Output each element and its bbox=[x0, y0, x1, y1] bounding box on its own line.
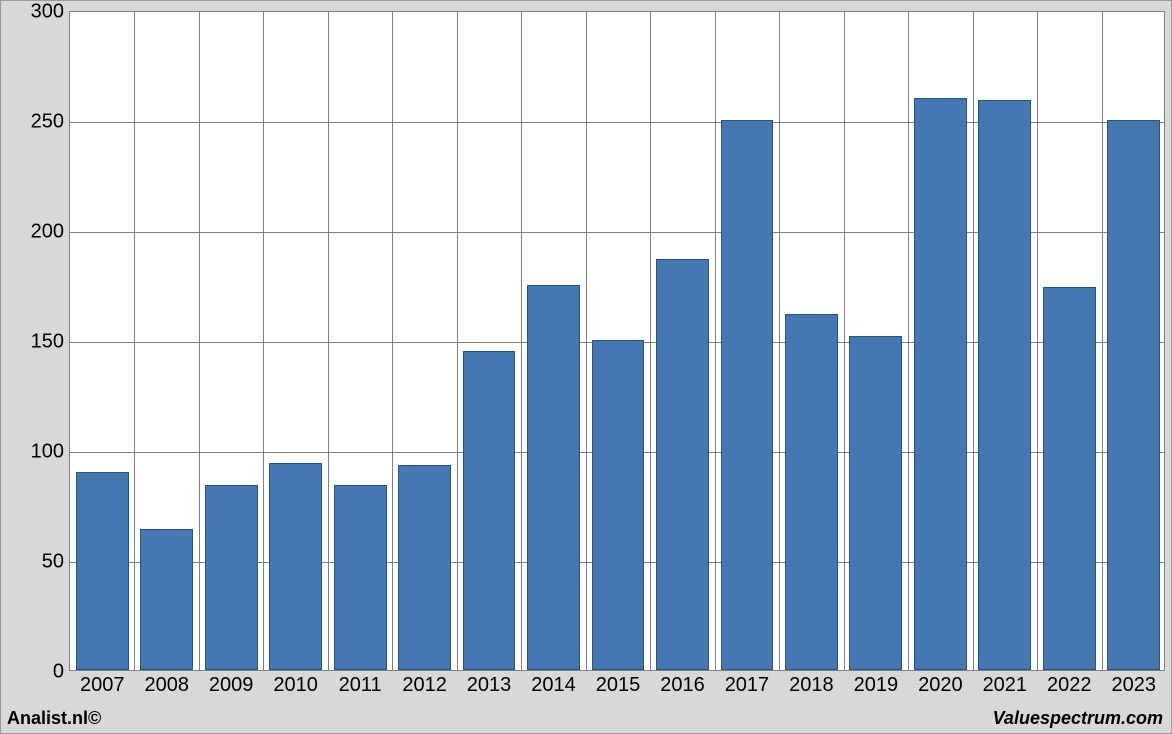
credit-left: Analist.nl© bbox=[7, 708, 101, 729]
x-axis-label: 2023 bbox=[1112, 674, 1157, 697]
x-axis-label: 2021 bbox=[983, 674, 1028, 697]
x-axis-label: 2013 bbox=[467, 674, 512, 697]
x-axis-label: 2008 bbox=[144, 674, 189, 697]
x-axis-label: 2012 bbox=[402, 674, 447, 697]
bar bbox=[592, 340, 645, 670]
x-axis-label: 2019 bbox=[854, 674, 899, 697]
y-axis-label: 200 bbox=[31, 221, 64, 244]
x-axis-label: 2009 bbox=[209, 674, 254, 697]
y-axis-label: 300 bbox=[31, 1, 64, 24]
bar bbox=[721, 120, 774, 670]
bar bbox=[205, 485, 258, 670]
gridline-v bbox=[1037, 12, 1038, 670]
y-axis-label: 100 bbox=[31, 441, 64, 464]
bar bbox=[1107, 120, 1160, 670]
bar bbox=[849, 336, 902, 670]
x-axis-label: 2020 bbox=[918, 674, 963, 697]
y-axis-label: 50 bbox=[42, 551, 64, 574]
x-axis-label: 2007 bbox=[80, 674, 125, 697]
gridline-v bbox=[908, 12, 909, 670]
bar bbox=[978, 100, 1031, 670]
gridline-v bbox=[779, 12, 780, 670]
y-axis-label: 250 bbox=[31, 111, 64, 134]
chart-container: 0 50 100 150 200 250 300 2007 2008 2009 2010 2011 20… bbox=[0, 0, 1172, 734]
gridline-v bbox=[457, 12, 458, 670]
bar bbox=[463, 351, 516, 670]
gridline-v bbox=[199, 12, 200, 670]
bar bbox=[914, 98, 967, 670]
gridline-v bbox=[650, 12, 651, 670]
bar bbox=[656, 259, 709, 670]
x-axis-label: 2014 bbox=[531, 674, 576, 697]
x-axis-label: 2010 bbox=[273, 674, 318, 697]
x-axis-label: 2017 bbox=[725, 674, 770, 697]
gridline-v bbox=[586, 12, 587, 670]
gridline-v bbox=[134, 12, 135, 670]
x-axis-label: 2016 bbox=[660, 674, 705, 697]
plot-area: 0501001502002503002007200820092010201120… bbox=[69, 11, 1165, 671]
x-axis-label: 2011 bbox=[339, 674, 382, 697]
x-axis-label: 2022 bbox=[1047, 674, 1092, 697]
plot-frame: 0501001502002503002007200820092010201120… bbox=[9, 7, 1163, 703]
y-axis-label: 150 bbox=[31, 331, 64, 354]
gridline-v bbox=[844, 12, 845, 670]
bar bbox=[398, 465, 451, 670]
bar bbox=[269, 463, 322, 670]
bar bbox=[527, 285, 580, 670]
credit-right: Valuespectrum.com bbox=[993, 708, 1163, 729]
gridline-v bbox=[973, 12, 974, 670]
gridline-v bbox=[263, 12, 264, 670]
x-axis-label: 2015 bbox=[596, 674, 641, 697]
gridline-v bbox=[392, 12, 393, 670]
y-axis-label: 0 bbox=[53, 661, 64, 684]
bar bbox=[334, 485, 387, 670]
gridline-v bbox=[715, 12, 716, 670]
bar bbox=[785, 314, 838, 670]
bar bbox=[76, 472, 129, 670]
gridline-v bbox=[1102, 12, 1103, 670]
gridline-v bbox=[521, 12, 522, 670]
bar bbox=[1043, 287, 1096, 670]
gridline-v bbox=[328, 12, 329, 670]
bar bbox=[140, 529, 193, 670]
x-axis-label: 2018 bbox=[789, 674, 834, 697]
